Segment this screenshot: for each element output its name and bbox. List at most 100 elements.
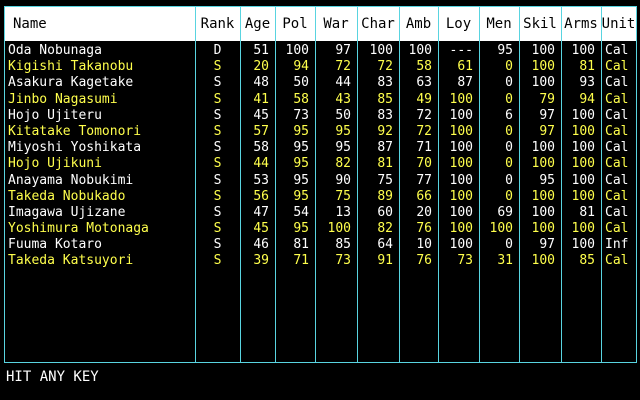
- cell-char: 75: [377, 172, 393, 188]
- cell-rank: S: [213, 59, 222, 75]
- column-separator: [240, 7, 241, 362]
- cell-rank: S: [213, 75, 222, 91]
- cell-loy: 100: [449, 91, 473, 107]
- cell-skil: 100: [531, 59, 555, 75]
- cell-arms: 94: [579, 91, 595, 107]
- column-separator: [315, 7, 316, 362]
- cell-amb: 72: [416, 107, 432, 123]
- cell-age: 44: [253, 156, 269, 172]
- table-row: Anayama Nobukimi S 53 95 90 75 77 100 0 95 100 Cal: [5, 173, 636, 189]
- cell-arms: 100: [571, 140, 595, 156]
- cell-loy: 100: [449, 204, 473, 220]
- cell-arms: 100: [571, 107, 595, 123]
- cell-arms: 85: [579, 253, 595, 269]
- cell-war: 85: [335, 237, 351, 253]
- officer-table: Name Rank Age Pol War Char Amb Loy Men Skil Arms Un…: [4, 6, 637, 363]
- cell-pol: 58: [293, 91, 309, 107]
- cell-arms: 100: [571, 188, 595, 204]
- table-row: Miyoshi Yoshikata S 58 95 95 87 71 100 0 100 100 Ca…: [5, 140, 636, 156]
- cell-pol: 94: [293, 59, 309, 75]
- cell-rank: S: [213, 156, 222, 172]
- cell-rank: S: [213, 204, 222, 220]
- cell-skil: 97: [539, 107, 555, 123]
- cell-men: 0: [505, 59, 513, 75]
- cell-pol: 95: [293, 140, 309, 156]
- cell-age: 57: [253, 123, 269, 139]
- cell-amb: 76: [416, 253, 432, 269]
- cell-name: Yoshimura Motonaga: [8, 221, 149, 237]
- cell-unit: Cal: [605, 123, 629, 139]
- cell-skil: 100: [531, 156, 555, 172]
- column-separator: [275, 7, 276, 362]
- cell-amb: 77: [416, 172, 432, 188]
- cell-name: Oda Nobunaga: [8, 43, 102, 58]
- table-row: Oda Nobunaga D 51 100 97 100 100 --- 95 100 100 Cal: [5, 43, 636, 59]
- cell-skil: 100: [531, 140, 555, 156]
- cell-amb: 20: [416, 204, 432, 220]
- cell-char: 83: [377, 107, 393, 123]
- cell-unit: Cal: [605, 59, 629, 75]
- cell-unit: Cal: [605, 75, 629, 91]
- cell-pol: 50: [293, 75, 309, 91]
- cell-unit: Cal: [605, 107, 629, 123]
- column-separator: [519, 7, 520, 362]
- cell-age: 46: [253, 237, 269, 253]
- cell-war: 72: [335, 59, 351, 75]
- cell-pol: 73: [293, 107, 309, 123]
- cell-char: 81: [377, 156, 393, 172]
- cell-pol: 95: [293, 156, 309, 172]
- cell-men: 69: [497, 204, 513, 220]
- cell-amb: 71: [416, 140, 432, 156]
- cell-pol: 100: [285, 43, 309, 58]
- prompt-text: HIT ANY KEY: [6, 369, 99, 385]
- cell-rank: S: [213, 253, 222, 269]
- cell-war: 43: [335, 91, 351, 107]
- cell-char: 89: [377, 188, 393, 204]
- cell-loy: 100: [449, 237, 473, 253]
- cell-name: Hojo Ujikuni: [8, 156, 102, 172]
- cell-unit: Cal: [605, 204, 629, 220]
- cell-rank: S: [213, 123, 222, 139]
- cell-rank: S: [213, 107, 222, 123]
- cell-name: Takeda Nobukado: [8, 188, 126, 204]
- cell-loy: 73: [457, 253, 473, 269]
- cell-loy: 100: [449, 188, 473, 204]
- column-separator: [357, 7, 358, 362]
- cell-age: 53: [253, 172, 269, 188]
- cell-skil: 100: [531, 75, 555, 91]
- cell-loy: 100: [449, 221, 473, 237]
- cell-loy: 100: [449, 172, 473, 188]
- cell-amb: 66: [416, 188, 432, 204]
- cell-age: 45: [253, 221, 269, 237]
- cell-men: 0: [505, 91, 513, 107]
- table-row: Kitatake Tomonori S 57 95 95 92 72 100 0 97 100 Cal: [5, 124, 636, 140]
- cell-loy: 87: [457, 75, 473, 91]
- cell-war: 82: [335, 156, 351, 172]
- column-separator: [561, 7, 562, 362]
- cell-war: 73: [335, 253, 351, 269]
- header-war: War: [323, 16, 349, 32]
- cell-char: 64: [377, 237, 393, 253]
- cell-char: 100: [369, 43, 393, 58]
- cell-pol: 81: [293, 237, 309, 253]
- header-name: Name: [13, 16, 47, 32]
- cell-unit: Cal: [605, 140, 629, 156]
- cell-pol: 54: [293, 204, 309, 220]
- cell-skil: 100: [531, 253, 555, 269]
- cell-unit: Cal: [605, 156, 629, 172]
- cell-men: 6: [505, 107, 513, 123]
- table-row: Fuuma Kotaro S 46 81 85 64 10 100 0 97 100 Inf: [5, 237, 636, 253]
- header-rank: Rank: [200, 16, 235, 32]
- cell-name: Asakura Kagetake: [8, 75, 134, 91]
- table-row: Kigishi Takanobu S 20 94 72 72 58 61 0 100 81 Cal: [5, 59, 636, 75]
- cell-loy: 100: [449, 156, 473, 172]
- cell-age: 41: [253, 91, 269, 107]
- cell-war: 95: [335, 123, 351, 139]
- cell-war: 44: [335, 75, 351, 91]
- cell-rank: S: [213, 91, 222, 107]
- header-age: Age: [244, 16, 271, 32]
- cell-name: Kitatake Tomonori: [8, 123, 142, 139]
- cell-war: 50: [335, 107, 351, 123]
- cell-arms: 81: [579, 59, 595, 75]
- cell-arms: 81: [579, 204, 595, 220]
